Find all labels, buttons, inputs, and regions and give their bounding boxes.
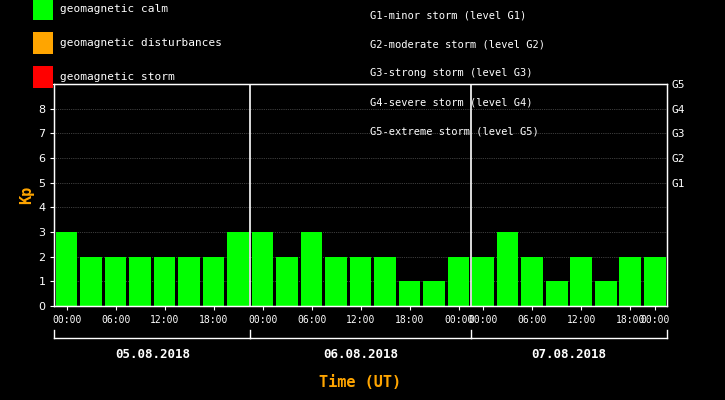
Text: geomagnetic storm: geomagnetic storm (60, 72, 175, 82)
Bar (644, 257, 666, 306)
Bar (276, 257, 298, 306)
Text: G2-moderate storm (level G2): G2-moderate storm (level G2) (370, 39, 544, 49)
Bar (619, 257, 641, 306)
Text: 06.08.2018: 06.08.2018 (323, 348, 398, 360)
Bar (497, 232, 518, 306)
Bar (595, 281, 616, 306)
Bar (448, 257, 470, 306)
Text: 07.08.2018: 07.08.2018 (531, 348, 607, 360)
Bar (571, 257, 592, 306)
Bar (326, 257, 347, 306)
Text: G4-severe storm (level G4): G4-severe storm (level G4) (370, 98, 532, 108)
Bar (129, 257, 151, 306)
Bar (80, 257, 102, 306)
Bar (203, 257, 225, 306)
Text: geomagnetic disturbances: geomagnetic disturbances (60, 38, 222, 48)
Y-axis label: Kp: Kp (19, 186, 34, 204)
Bar (546, 281, 568, 306)
Bar (252, 232, 273, 306)
Text: G5-extreme storm (level G5): G5-extreme storm (level G5) (370, 127, 539, 137)
Bar (423, 281, 445, 306)
Text: G1-minor storm (level G1): G1-minor storm (level G1) (370, 10, 526, 20)
Bar (521, 257, 543, 306)
Text: G3-strong storm (level G3): G3-strong storm (level G3) (370, 68, 532, 78)
Bar (105, 257, 126, 306)
Text: geomagnetic calm: geomagnetic calm (60, 4, 168, 14)
Bar (473, 257, 494, 306)
Bar (154, 257, 175, 306)
Bar (301, 232, 323, 306)
Bar (374, 257, 396, 306)
Bar (56, 232, 78, 306)
Text: Time (UT): Time (UT) (319, 375, 402, 390)
Bar (350, 257, 371, 306)
Bar (228, 232, 249, 306)
Bar (178, 257, 200, 306)
Bar (399, 281, 420, 306)
Text: 05.08.2018: 05.08.2018 (115, 348, 190, 360)
